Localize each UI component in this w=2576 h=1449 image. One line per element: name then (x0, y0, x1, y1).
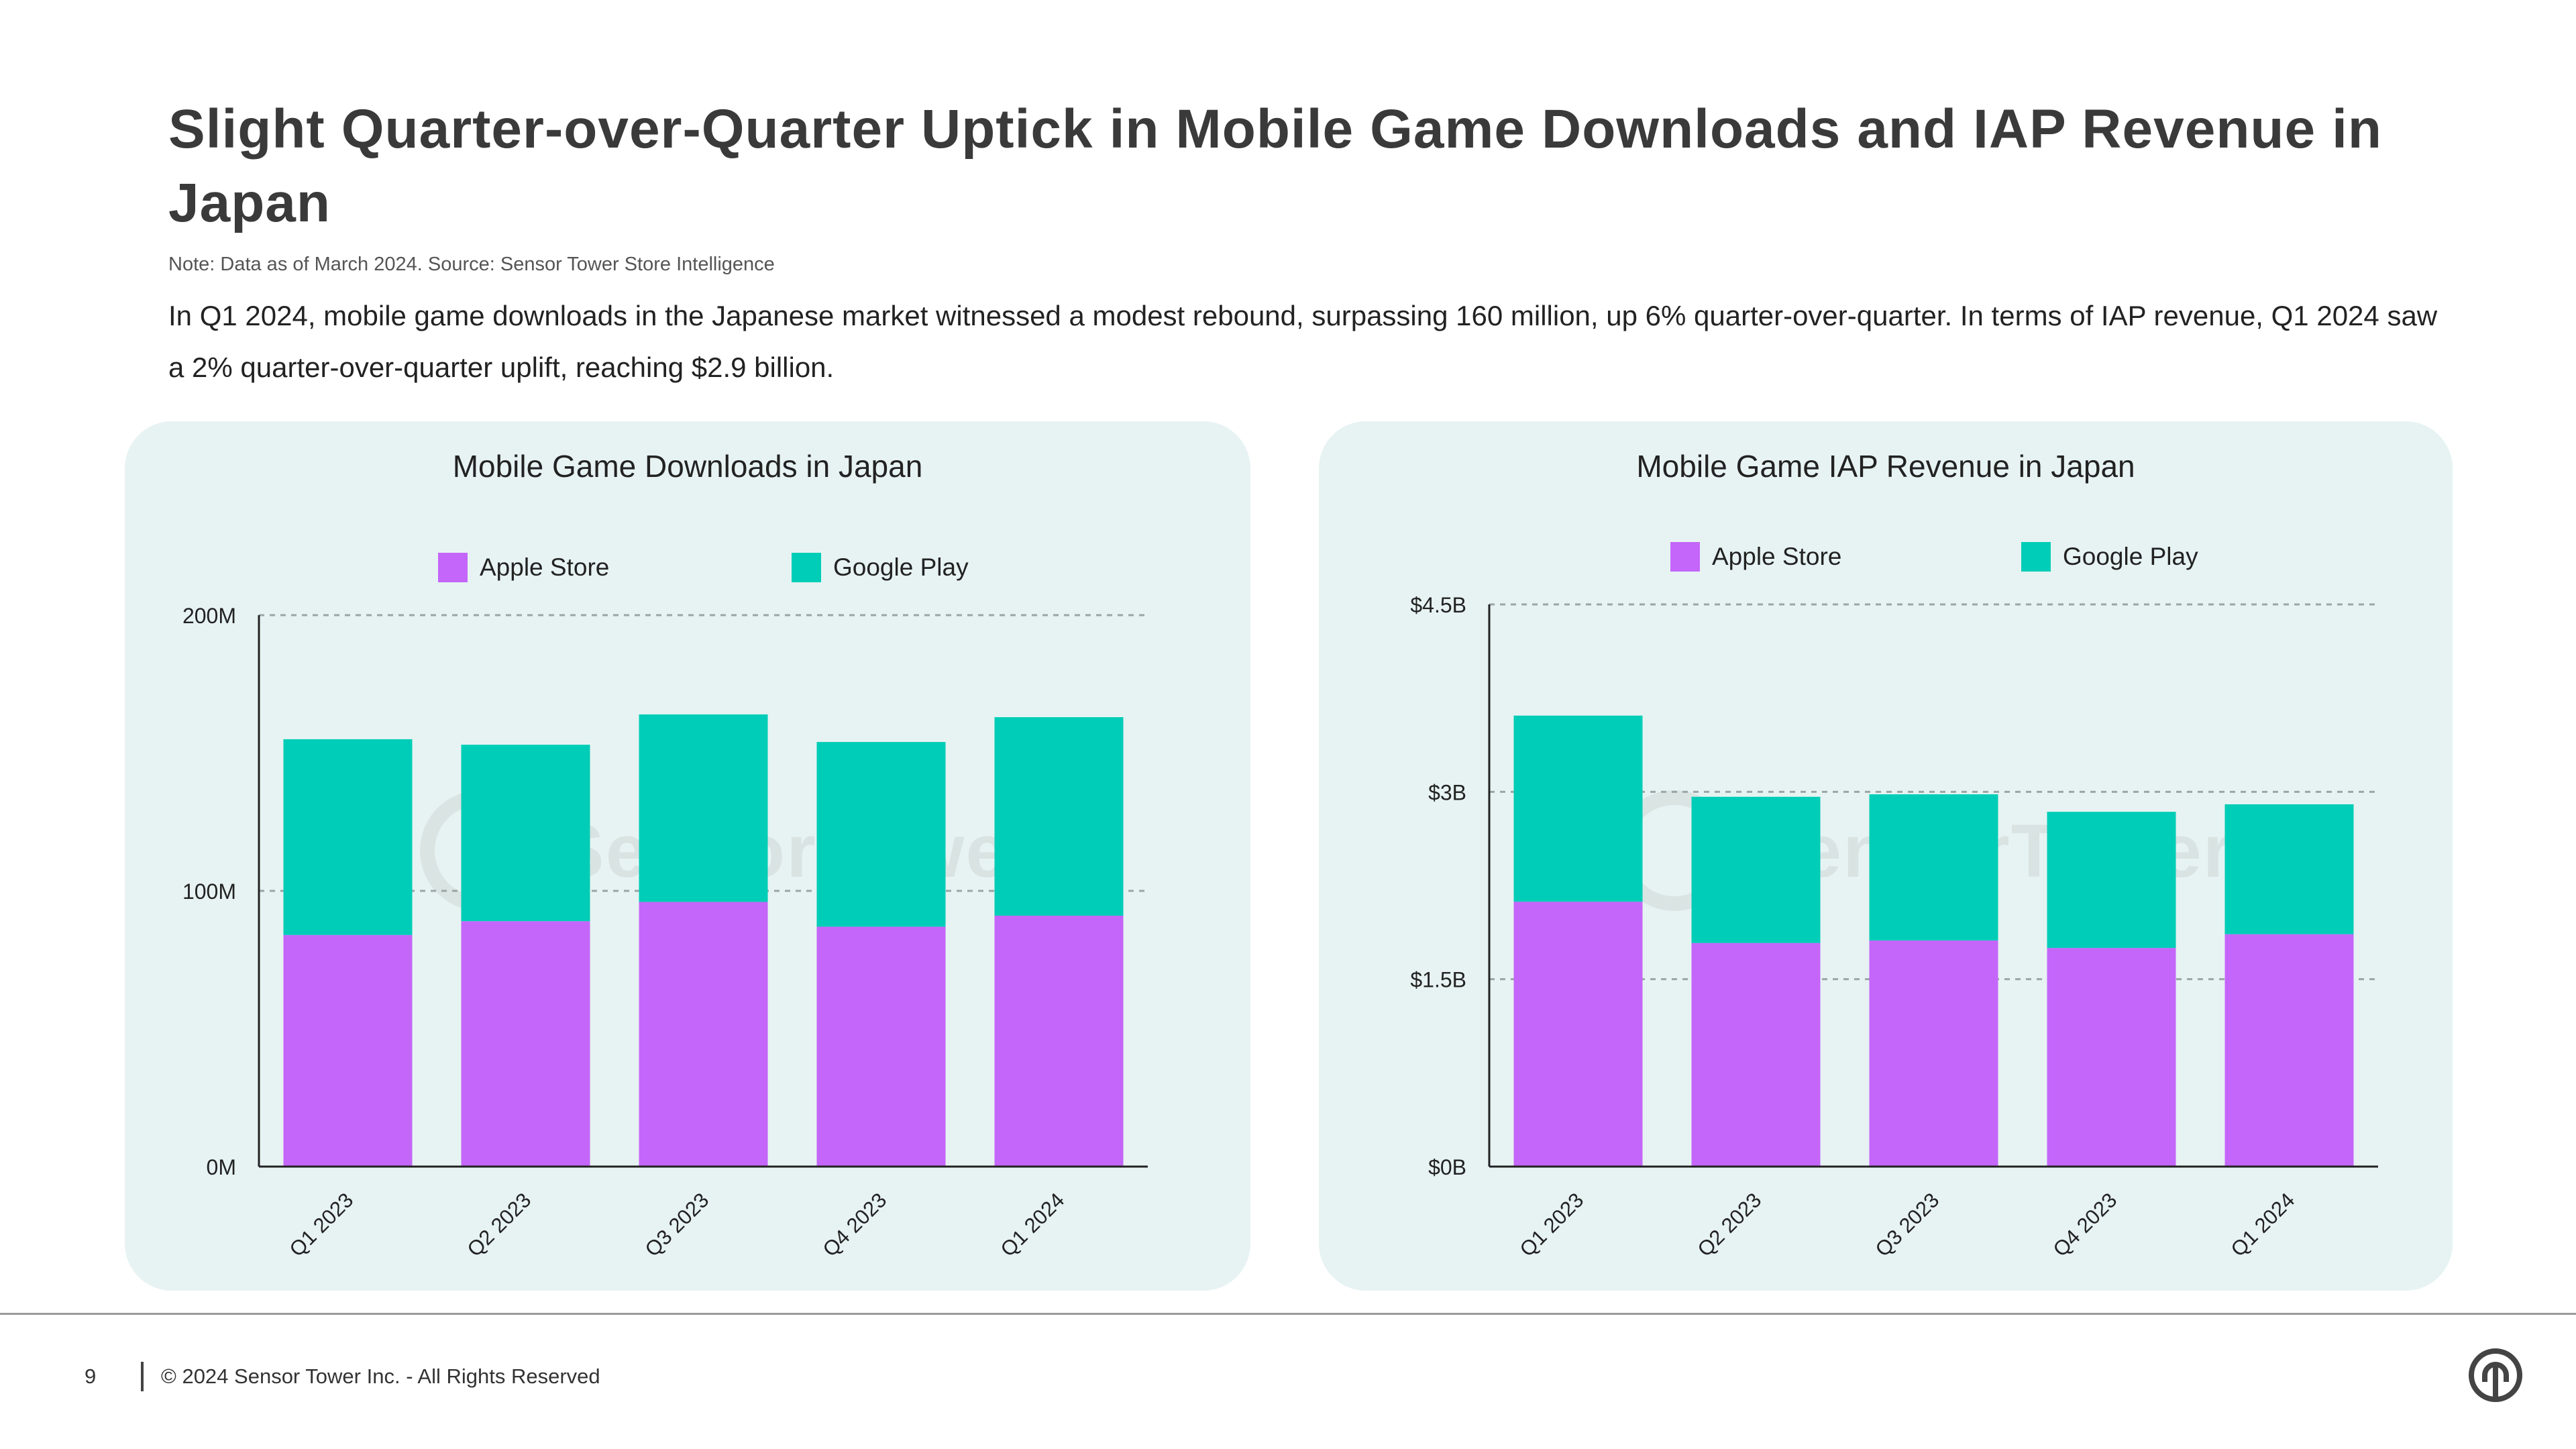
bar-google-play (639, 714, 768, 902)
footer-divider (0, 1313, 2576, 1315)
x-tick-label: Q3 2023 (1871, 1188, 1944, 1261)
source-note: Note: Data as of March 2024. Source: Sen… (168, 254, 775, 275)
bar-apple-store (994, 915, 1124, 1167)
legend-apple-store: Apple Store (1670, 542, 1841, 572)
downloads-chart-panel: Mobile Game Downloads in Japan Apple Sto… (125, 421, 1250, 1291)
bar-google-play (2047, 812, 2176, 949)
legend-swatch-google (792, 553, 821, 582)
chart-title: Mobile Game Downloads in Japan (452, 449, 923, 484)
bar-google-play (1513, 715, 1643, 902)
y-tick-label: $3B (1428, 780, 1466, 804)
bar-apple-store (1513, 902, 1643, 1167)
legend-label-google: Google Play (833, 553, 969, 581)
bar-google-play (2224, 804, 2354, 934)
bar-apple-store (1869, 940, 1998, 1167)
x-tick-label: Q2 2023 (463, 1188, 536, 1261)
legend-apple-store: Apple Store (438, 553, 609, 582)
legend-google-play: Google Play (2021, 542, 2198, 572)
x-tick-label: Q2 2023 (1693, 1188, 1766, 1261)
copyright-text: © 2024 Sensor Tower Inc. - All Rights Re… (161, 1364, 600, 1388)
bar-google-play (461, 745, 590, 922)
x-tick-label: Q1 2024 (2226, 1188, 2300, 1261)
description-text: In Q1 2024, mobile game downloads in the… (168, 300, 2438, 383)
bar-google-play (283, 739, 413, 935)
x-tick-label: Q1 2023 (285, 1188, 358, 1261)
x-tick-label: Q1 2023 (1515, 1188, 1589, 1261)
y-tick-label: $0B (1428, 1155, 1466, 1179)
bar-apple-store (461, 921, 590, 1167)
y-tick-label: 0M (207, 1155, 236, 1179)
x-tick-label: Q1 2024 (996, 1188, 1069, 1261)
legend-label-apple: Apple Store (480, 553, 610, 581)
legend-label-apple: Apple Store (1712, 543, 1842, 570)
revenue-chart-panel: Mobile Game IAP Revenue in Japan Apple S… (1319, 421, 2453, 1291)
bar-apple-store (2047, 948, 2176, 1167)
bar-google-play (816, 742, 946, 927)
y-tick-label: 200M (182, 604, 236, 628)
y-tick-label: 100M (182, 879, 236, 904)
bar-google-play (994, 717, 1124, 916)
legend-google-play: Google Play (792, 553, 969, 582)
page-title: Slight Quarter-over-Quarter Uptick in Mo… (168, 99, 2382, 233)
legend-swatch-google (2021, 542, 2051, 572)
watermark-text: SensorTower (554, 808, 1040, 893)
y-tick-label: $4.5B (1410, 593, 1466, 617)
bar-apple-store (816, 926, 946, 1167)
y-tick-label: $1.5B (1410, 968, 1466, 992)
bar-apple-store (283, 934, 413, 1167)
downloads-bar-chart: 0M 100M 200M Q1 2023 Q2 2023 Q3 2023 Q4 2023 Q1… (182, 604, 1148, 1261)
revenue-bar-chart: $0B $1.5B $3B $4.5B Q1 2023 Q2 2023 Q3 2023 Q4 … (1410, 593, 2378, 1261)
bar-google-play (1869, 794, 1998, 941)
legend-label-google: Google Play (2063, 543, 2198, 570)
bar-apple-store (1691, 943, 1821, 1167)
bar-apple-store (639, 902, 768, 1167)
footer-separator (141, 1362, 144, 1391)
page-number: 9 (85, 1364, 97, 1388)
chart-title: Mobile Game IAP Revenue in Japan (1636, 449, 2135, 484)
bar-google-play (1691, 796, 1821, 943)
bar-apple-store (2224, 934, 2354, 1167)
legend-swatch-apple (1670, 542, 1700, 572)
x-tick-label: Q3 2023 (641, 1188, 714, 1261)
x-tick-label: Q4 2023 (818, 1188, 892, 1261)
x-tick-label: Q4 2023 (2049, 1188, 2122, 1261)
legend-swatch-apple (438, 553, 468, 582)
sensor-tower-logo-icon (2469, 1348, 2522, 1402)
